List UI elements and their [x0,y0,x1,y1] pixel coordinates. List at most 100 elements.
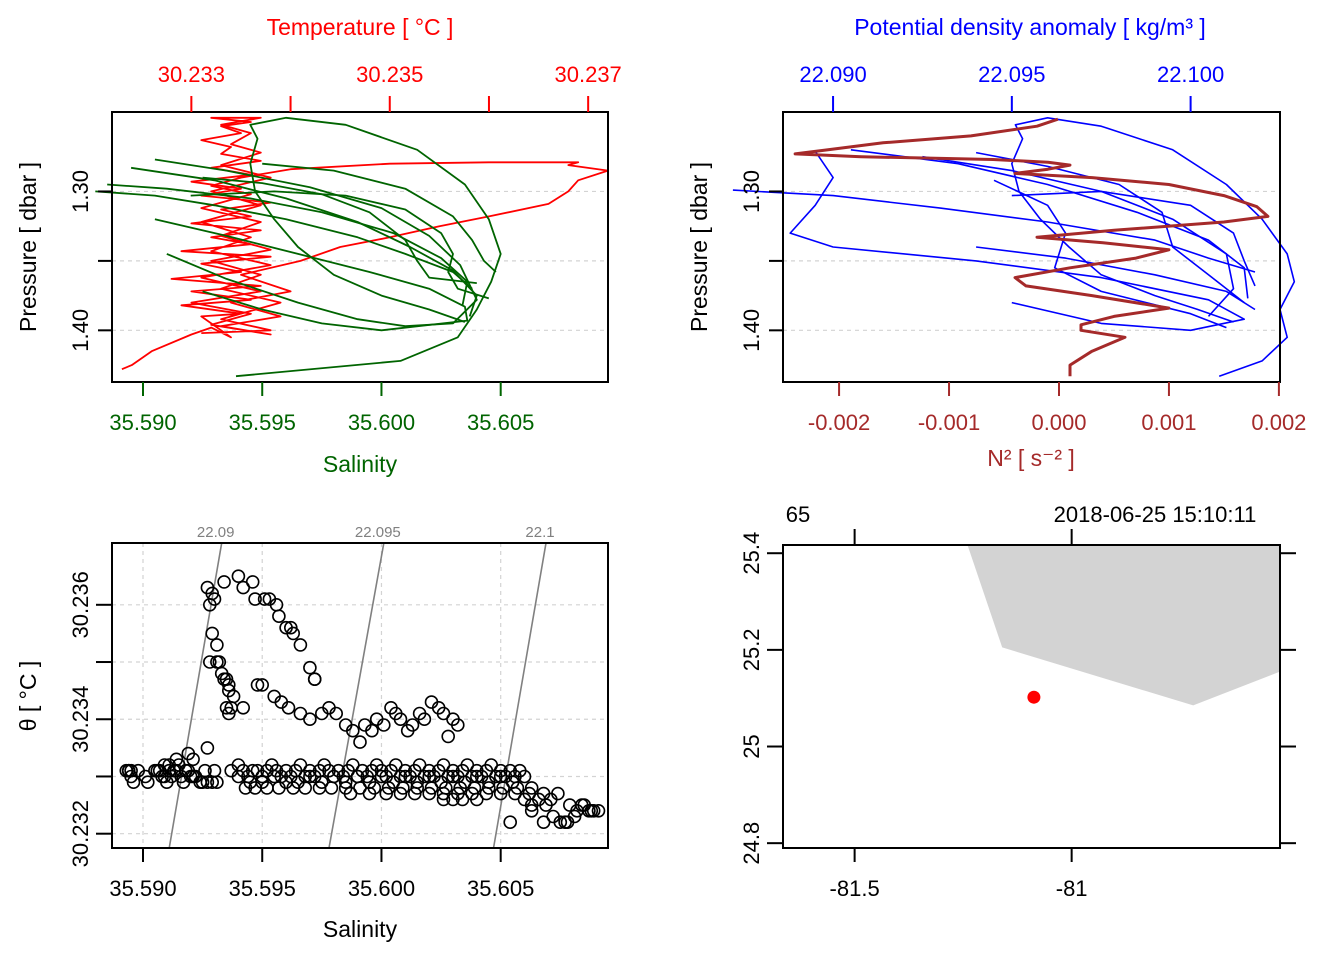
ts-point [379,786,394,801]
salinity-line [107,183,469,306]
salinity-line [262,162,497,273]
ts-point [493,786,508,801]
top-tick-label: 22.100 [1157,62,1224,87]
ts-point [436,792,451,807]
ts-point [407,786,422,801]
bottom-axis-title: N² [ s⁻² ] [987,445,1075,471]
ts-point [376,718,391,732]
top-tick-label: 22.090 [799,62,866,87]
ts-point [591,803,606,818]
ts-point [245,575,260,589]
x-tick-label: -81 [1056,876,1088,901]
temperature-line [121,116,609,371]
ts-point [219,700,234,715]
ts-point [479,786,494,801]
x-tick-label: 35.590 [109,410,176,435]
ts-point [338,775,353,790]
y-tick-label: 1.40 [739,309,764,352]
y-tick-label: 25.2 [739,628,764,671]
ts-point [543,792,558,807]
ts-point [343,786,358,801]
ts-point [203,655,217,669]
ts-point [450,718,465,732]
salinity-line [202,176,477,284]
ts-point [272,609,286,624]
ts-point [329,706,344,721]
density-line [993,179,1227,329]
x-tick-label: 0.000 [1031,410,1086,435]
ts-point [303,712,317,727]
ts-point [567,809,582,824]
top-axis-title: Temperature [ °C ] [267,14,454,40]
n2-line [793,117,1270,377]
ts-point [286,626,301,641]
ts-point [238,781,253,795]
ts-point [141,775,155,790]
grid [112,190,608,331]
top-tick-label: 30.237 [555,62,622,87]
ts-point [121,763,136,778]
ts-point [200,741,215,755]
ts-point [469,792,484,807]
ts-point [353,735,367,749]
ts-point [446,769,460,784]
isopycnal-line [492,542,547,849]
y-tick-label: 1.40 [68,309,93,352]
y-tick-label: 25 [739,734,764,758]
x-tick-label: 35.595 [229,410,296,435]
y-tick-label: 30.232 [68,800,93,867]
y-tick-label: 25.4 [739,532,764,575]
ts-point [250,678,265,692]
y-tick-label: 1.30 [739,170,764,213]
axes: 1.30 1.40 35.590 35.595 35.600 35.605 30.233 30… [68,62,622,435]
salinity-line [190,190,490,300]
ts-point [345,723,360,738]
ts-point [236,700,250,715]
ts-point [303,769,317,784]
ts-point [503,815,518,830]
y-tick-label: 1.30 [68,170,93,213]
ts-point [257,592,272,606]
panel-temperature-salinity-profile: 1.30 1.40 35.590 35.595 35.600 35.605 30.233 30… [15,14,622,477]
x-tick-label: 35.600 [348,410,415,435]
x-tick-label: 35.605 [467,876,534,901]
ts-point [231,569,246,584]
x-tick-label: 35.595 [229,876,296,901]
plot-frame [782,544,1281,849]
salinity-line [154,218,469,332]
plot-frame [111,542,609,849]
ts-point [217,575,231,589]
axes: 1.30 1.40 -0.002 -0.001 0.000 0.001 0.002 22.09… [739,62,1306,435]
ts-point [293,638,308,652]
ts-point [272,781,286,795]
station-marker [1027,690,1041,704]
density-line [850,149,1249,299]
ts-point [203,597,217,612]
ts-point [422,786,437,801]
density-line [789,150,1245,332]
station-time-label: 2018-06-25 15:10:11 [1054,502,1257,527]
x-tick-label: -0.002 [808,410,870,435]
panel-ts-diagram: 22.09 22.095 22.1 35.590 35.595 35.600 35.605… [15,524,609,942]
ts-point [441,729,456,744]
top-axis-title: Potential density anomaly [ kg/m³ ] [854,14,1206,40]
ts-point [553,815,568,830]
top-tick-label: 22.095 [978,62,1045,87]
density-line [976,246,1256,311]
plot-frame [111,111,609,383]
x-tick-label: -81.5 [830,876,880,901]
isopycnal-line [328,542,385,849]
land-polygon [967,545,1280,706]
ts-point [393,712,408,727]
series-layer [732,117,1296,377]
x-tick-label: 35.590 [109,876,176,901]
isopycnal-label: 22.09 [197,524,235,541]
ts-point [362,786,377,801]
ts-point [210,638,224,652]
density-line [732,189,1256,273]
ts-point [281,700,296,715]
ts-point [267,769,282,784]
density-line [1011,190,1256,287]
land-layer [967,545,1280,706]
isopycnal-label: 22.095 [355,524,401,541]
